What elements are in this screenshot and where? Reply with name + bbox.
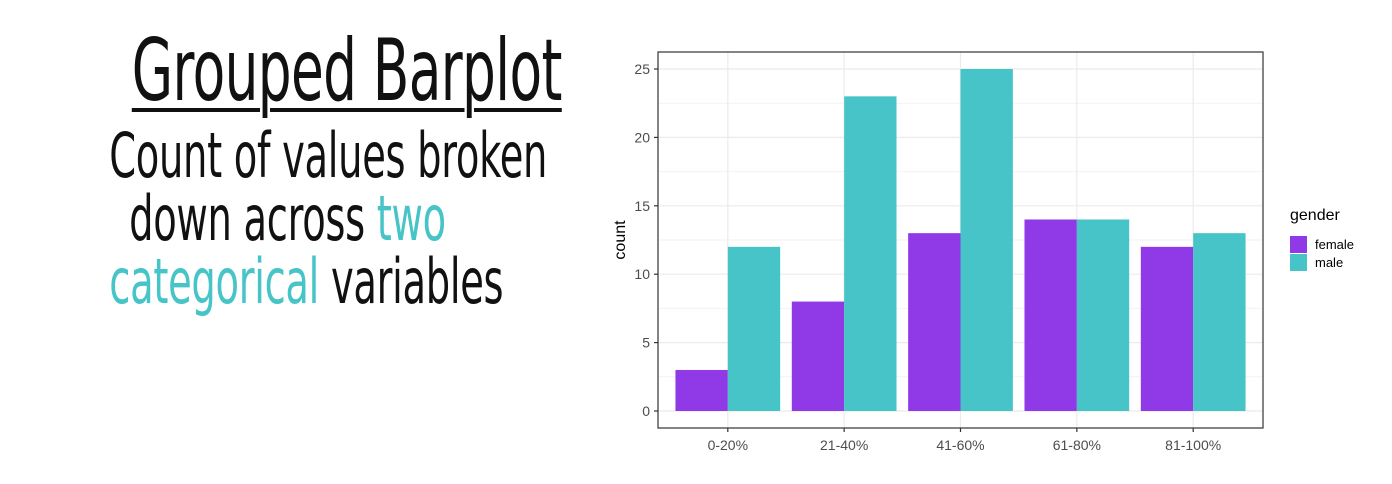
grouped-bar-chart: 0 5 10 15 20 25 0-20% 21-40% 41-60% 61-80% 81-100%… — [612, 51, 1354, 453]
page-title: Grouped Barplot — [131, 21, 563, 121]
legend-key-male — [1290, 254, 1307, 271]
subtitle: Count of values broken down across two c… — [0, 124, 575, 313]
y-tick-label: 20 — [634, 129, 650, 145]
bar-male — [844, 96, 897, 412]
y-tick-label: 5 — [642, 335, 650, 351]
subtitle-line-2-prefix: down across — [129, 182, 377, 255]
y-axis-title: count — [612, 220, 629, 260]
bar-female — [908, 233, 961, 411]
bar-male — [960, 69, 1013, 411]
subtitle-line-3-suffix: variables — [319, 245, 504, 318]
bar-female — [1024, 219, 1077, 411]
subtitle-accent-two: two — [376, 182, 446, 255]
legend-label-female: female — [1315, 237, 1354, 252]
bar-female — [675, 369, 728, 411]
x-tick-label: 21-40% — [820, 437, 868, 453]
legend-key-female — [1290, 236, 1307, 253]
y-tick-label: 0 — [642, 403, 650, 419]
subtitle-accent-categorical: categorical — [109, 245, 320, 318]
y-tick-label: 10 — [634, 266, 650, 282]
bar-female — [791, 301, 845, 411]
bar-male — [1076, 219, 1130, 411]
heading-panel: Grouped Barplot Count of values broken d… — [0, 20, 575, 313]
x-tick-label: 61-80% — [1053, 437, 1101, 453]
bar-male — [727, 246, 781, 411]
legend-title: gender — [1290, 207, 1340, 224]
x-tick-label: 0-20% — [708, 437, 748, 453]
bar-male — [1193, 233, 1246, 411]
subtitle-line-1: Count of values broken — [109, 119, 548, 192]
x-tick-label: 81-100% — [1165, 437, 1221, 453]
x-tick-label: 41-60% — [936, 437, 984, 453]
bar-female — [1140, 246, 1194, 411]
y-tick-label: 15 — [634, 198, 650, 214]
subtitle-line-2: down across two — [109, 187, 466, 250]
subtitle-line-3: categorical variables — [109, 250, 503, 313]
legend-label-male: male — [1315, 255, 1343, 270]
y-tick-label: 25 — [634, 61, 650, 77]
